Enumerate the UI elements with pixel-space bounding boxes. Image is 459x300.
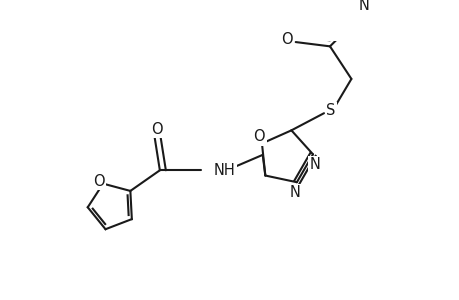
Text: N: N	[358, 0, 369, 13]
Text: N: N	[308, 157, 319, 172]
Text: O: O	[281, 32, 292, 47]
Text: NH: NH	[213, 163, 235, 178]
Text: N: N	[289, 185, 300, 200]
Text: O: O	[253, 129, 265, 144]
Text: O: O	[151, 122, 163, 136]
Text: S: S	[325, 103, 335, 118]
Text: O: O	[93, 174, 104, 189]
